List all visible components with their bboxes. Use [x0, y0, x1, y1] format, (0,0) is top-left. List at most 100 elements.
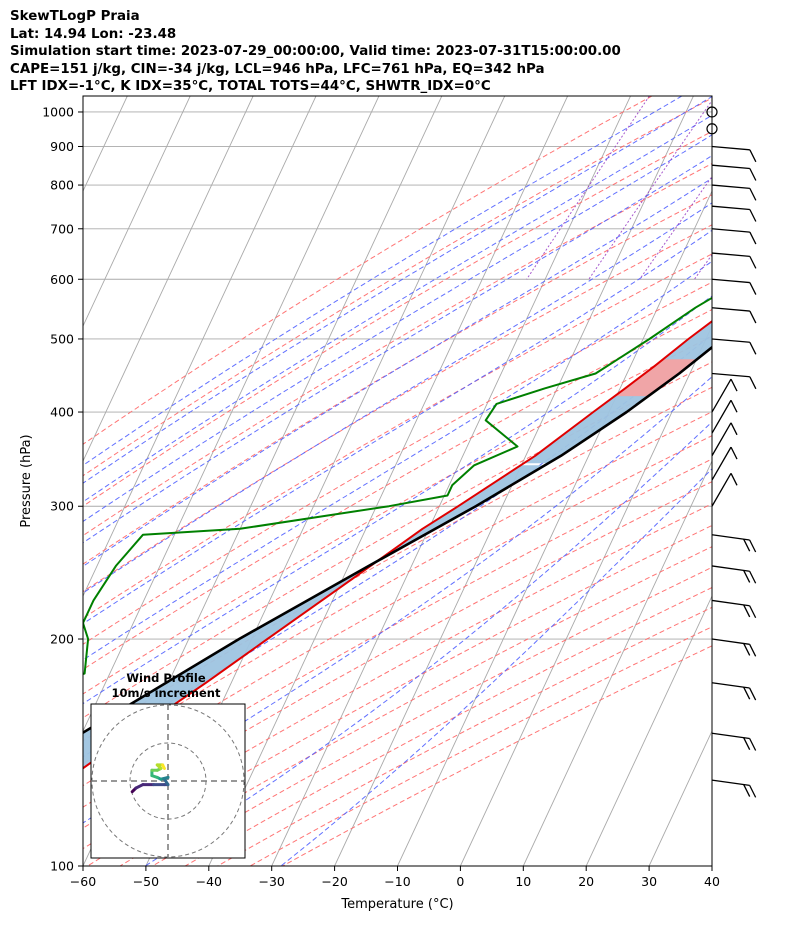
y-tick-label: 200: [50, 632, 74, 647]
cape-area-upper: [83, 465, 545, 769]
dry-adiabat-line: [83, 163, 712, 537]
x-tick-label: 10: [515, 874, 531, 889]
moist-adiabat-line: [83, 155, 712, 544]
isotherm-line: [522, 459, 712, 866]
x-tick-label: −40: [196, 874, 222, 889]
stability-indices-2: LFT IDX=-1°C, K IDX=35°C, TOTAL TOTS=44°…: [10, 79, 491, 95]
barb-flag: [730, 422, 738, 436]
barb-flag: [730, 378, 738, 392]
wind-barb: [711, 164, 757, 181]
barb-staff: [711, 638, 750, 645]
barb-flag: [749, 605, 757, 619]
moist-adiabat-line: [83, 96, 683, 466]
barb-flag: [749, 310, 757, 324]
isotherm-line: [83, 96, 191, 328]
dry-adiabat-line: [83, 335, 712, 695]
dry-adiabat-line: [87, 524, 712, 866]
barb-staff: [711, 446, 732, 481]
wind-barb: [711, 252, 757, 269]
x-tick-label: −60: [70, 874, 96, 889]
isotherm-line: [711, 864, 712, 866]
barb-staff: [711, 252, 750, 258]
barb-flag: [743, 570, 751, 583]
barb-staff: [711, 145, 750, 151]
barb-flag: [743, 643, 751, 656]
barb-flag: [749, 231, 757, 245]
y-tick-label: 500: [50, 331, 74, 346]
dry-adiabat-line: [83, 97, 712, 477]
wind-barb: [711, 399, 738, 434]
wind-barb: [711, 732, 757, 751]
x-tick-label: 40: [704, 874, 720, 889]
barb-staff: [711, 278, 750, 284]
barb-flag: [730, 473, 738, 486]
moist-adiabat-line: [83, 202, 712, 594]
isotherm-line: [459, 325, 712, 866]
barb-staff: [711, 372, 750, 378]
dry-adiabat-line: [83, 481, 712, 829]
dewpoint-line: [83, 296, 712, 676]
calm-wind-circle: [706, 123, 718, 135]
calm-wind-circle: [706, 106, 718, 118]
barb-staff: [711, 779, 750, 787]
wind-barb: [711, 372, 757, 390]
chart-header: SkewTLogP Praia Lat: 14.94 Lon: -23.48 S…: [10, 8, 621, 96]
moist-adiabat-line: [83, 177, 712, 567]
barb-flag: [743, 604, 751, 618]
wind-barb: [711, 638, 757, 657]
moist-adiabat-line: [83, 260, 712, 661]
x-tick-label: −20: [321, 874, 347, 889]
barb-staff: [711, 599, 750, 607]
x-axis-label: Temperature (°C): [340, 897, 453, 912]
cin-area: [614, 359, 697, 397]
barb-staff: [711, 378, 732, 413]
y-tick-label: 400: [50, 405, 74, 420]
wind-barb: [711, 682, 757, 701]
dry-adiabat-line: [83, 281, 712, 645]
moist-adiabat-line: [83, 114, 712, 503]
barb-staff: [711, 338, 750, 343]
wind-barb: [711, 338, 757, 355]
barb-flag: [749, 209, 757, 222]
dry-adiabat-line: [83, 458, 712, 808]
barb-flag: [743, 737, 751, 750]
moist-adiabat-line: [280, 468, 712, 866]
moist-adiabat-line: [83, 96, 712, 484]
barb-flag: [743, 784, 751, 797]
barb-flag: [743, 538, 751, 552]
barb-staff: [711, 682, 750, 689]
x-tick-label: −30: [259, 874, 285, 889]
y-axis-label: Pressure (hPa): [19, 434, 34, 527]
mixing-ratio-line: [742, 96, 794, 279]
axes: −60 −50 −40 −30 −20 −10 0 10 20 30 40 1000 900 800 700…: [19, 104, 720, 912]
moist-adiabat-line: [83, 376, 712, 824]
barb-flag: [730, 399, 738, 413]
moist-adiabat-line: [144, 421, 712, 866]
barb-staff: [711, 534, 750, 541]
x-tick-label: −50: [133, 874, 159, 889]
mixing-ratio-line: [639, 175, 712, 280]
dry-adiabat-line: [83, 224, 712, 593]
wind-barb: [711, 446, 738, 481]
y-tick-label: 700: [50, 221, 74, 236]
barb-flag: [749, 188, 757, 201]
wind-barb: [711, 779, 757, 798]
isotherm-line: [83, 96, 254, 463]
dry-adiabat-line: [83, 411, 712, 765]
wind-barb: [711, 565, 757, 584]
barb-flag: [749, 644, 757, 657]
barb-flag: [730, 446, 738, 460]
time-label: Simulation start time: 2023-07-29_00:00:…: [10, 44, 621, 60]
y-tick-label: 100: [50, 859, 74, 874]
barb-flag: [749, 149, 757, 163]
isotherm-line: [208, 96, 569, 866]
isotherm-line: [648, 729, 712, 866]
dry-adiabat-line: [83, 361, 712, 719]
x-tick-label: 0: [456, 874, 464, 889]
wind-barb: [711, 184, 757, 201]
barb-staff: [711, 307, 750, 312]
wind-barbs: [706, 106, 757, 798]
barb-staff: [711, 399, 732, 434]
